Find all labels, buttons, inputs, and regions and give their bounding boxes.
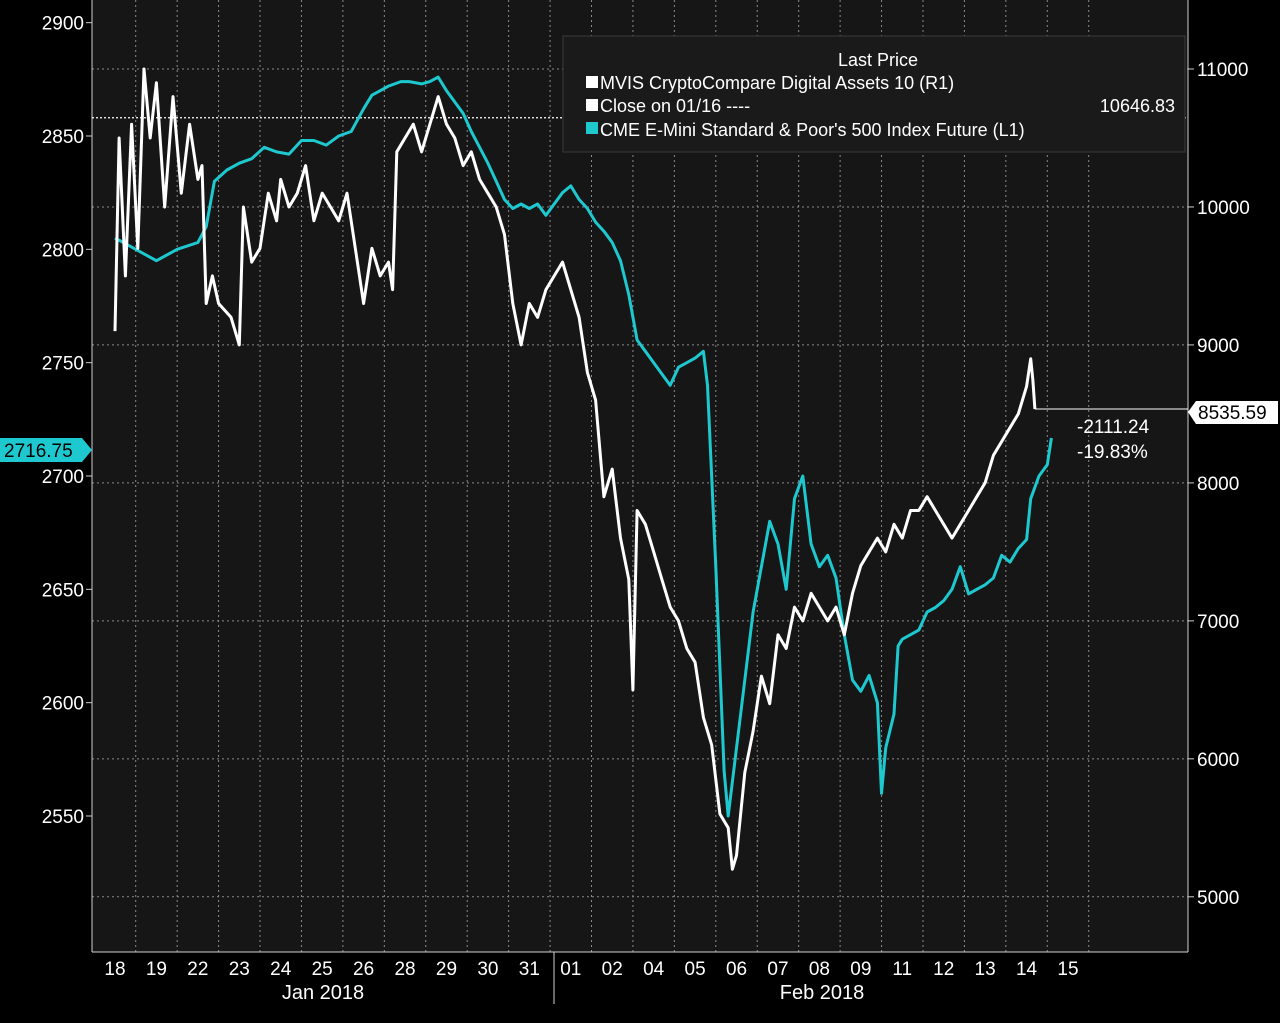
right-last-value-tag: 8535.59 bbox=[1188, 401, 1278, 424]
x-axis-tick-label: 29 bbox=[436, 959, 457, 980]
change-pct-annotation: -19.83% bbox=[1077, 442, 1148, 463]
left-axis-tick-label: 2900 bbox=[42, 14, 84, 35]
x-axis-tick-label: 30 bbox=[477, 959, 498, 980]
x-axis-tick-label: 09 bbox=[850, 959, 871, 980]
grid bbox=[92, 0, 1188, 952]
right-last-value-box bbox=[1188, 401, 1278, 424]
x-axis-tick-label: 23 bbox=[229, 959, 250, 980]
left-axis-tick-label: 2550 bbox=[42, 807, 84, 828]
x-axis-tick-label: 24 bbox=[270, 959, 292, 980]
x-axis-tick-label: 28 bbox=[394, 959, 415, 980]
right-axis: 11000 10000 9000 8000 7000 6000 5000 bbox=[1187, 0, 1250, 952]
left-axis-tick-label: 2800 bbox=[42, 240, 84, 261]
x-axis-band bbox=[0, 952, 1280, 1004]
x-tick-labels: 18 19 22 23 24 25 26 28 29 30 31 01 02 04 05 06 07 08 09 11… bbox=[104, 959, 1078, 980]
legend-swatch-sp500 bbox=[586, 122, 598, 134]
x-axis-tick-label: 02 bbox=[602, 959, 623, 980]
right-axis-tick-label: 10000 bbox=[1197, 198, 1250, 219]
left-axis-tick-label: 2650 bbox=[42, 580, 84, 601]
legend-title: Last Price bbox=[838, 50, 918, 70]
left-axis-tick-label: 2850 bbox=[42, 127, 84, 148]
legend-swatch-close bbox=[586, 99, 598, 111]
x-axis-tick-label: 25 bbox=[312, 959, 333, 980]
legend-entry-mvis: MVIS CryptoCompare Digital Assets 10 (R1… bbox=[600, 73, 954, 93]
month-label-feb: Feb 2018 bbox=[780, 982, 865, 1004]
legend-entry-sp500: CME E-Mini Standard & Poor's 500 Index F… bbox=[600, 120, 1025, 140]
right-axis-tick-label: 11000 bbox=[1197, 60, 1248, 81]
legend-box bbox=[562, 35, 1186, 153]
legend-entry-close: Close on 01/16 ---- bbox=[600, 96, 750, 116]
x-axis-tick-label: 31 bbox=[519, 959, 540, 980]
x-axis-tick-label: 08 bbox=[809, 959, 830, 980]
left-axis-tick-label: 2700 bbox=[42, 467, 84, 488]
x-axis-tick-label: 22 bbox=[187, 959, 208, 980]
series-line-sp500 bbox=[114, 75, 1053, 818]
x-axis-tick-label: 12 bbox=[933, 959, 954, 980]
left-last-value-label: 2716.75 bbox=[4, 441, 73, 462]
right-axis-tick-label: 7000 bbox=[1197, 612, 1239, 633]
left-axis: 2900 2850 2800 2750 2700 2650 2600 2550 bbox=[42, 0, 93, 952]
x-axis-tick-label: 06 bbox=[726, 959, 747, 980]
left-axis-tick-label: 2600 bbox=[42, 694, 84, 715]
month-label-jan: Jan 2018 bbox=[282, 982, 364, 1004]
right-axis-tick-label: 9000 bbox=[1197, 336, 1239, 357]
legend: Last Price MVIS CryptoCompare Digital As… bbox=[562, 35, 1186, 153]
left-last-value-tag: 2716.75 bbox=[0, 438, 92, 462]
plot-area bbox=[92, 0, 1188, 952]
legend-swatch-mvis bbox=[586, 76, 598, 88]
x-axis-tick-label: 04 bbox=[643, 959, 665, 980]
series-line-mvis bbox=[113, 67, 1037, 871]
right-last-value-label: 8535.59 bbox=[1198, 403, 1267, 424]
x-axis-tick-label: 19 bbox=[146, 959, 167, 980]
x-axis-tick-label: 18 bbox=[104, 959, 125, 980]
x-axis-tick-label: 01 bbox=[560, 959, 581, 980]
left-last-value-box bbox=[0, 438, 92, 462]
x-axis-tick-label: 13 bbox=[975, 959, 996, 980]
x-axis-tick-label: 11 bbox=[892, 959, 912, 980]
x-axis-tick-label: 07 bbox=[767, 959, 788, 980]
left-axis-tick-label: 2750 bbox=[42, 354, 84, 375]
right-axis-tick-label: 6000 bbox=[1197, 750, 1239, 771]
change-abs-annotation: -2111.24 bbox=[1077, 417, 1150, 438]
x-axis-tick-label: 15 bbox=[1057, 959, 1078, 980]
series-layer bbox=[113, 67, 1188, 871]
legend-close-value: 10646.83 bbox=[1100, 96, 1175, 116]
x-axis-tick-label: 26 bbox=[353, 959, 374, 980]
footer-band bbox=[0, 1005, 1280, 1023]
x-axis-tick-label: 14 bbox=[1016, 959, 1038, 980]
x-axis-tick-label: 05 bbox=[685, 959, 706, 980]
right-axis-tick-label: 5000 bbox=[1197, 888, 1239, 909]
right-axis-tick-label: 8000 bbox=[1197, 474, 1239, 495]
